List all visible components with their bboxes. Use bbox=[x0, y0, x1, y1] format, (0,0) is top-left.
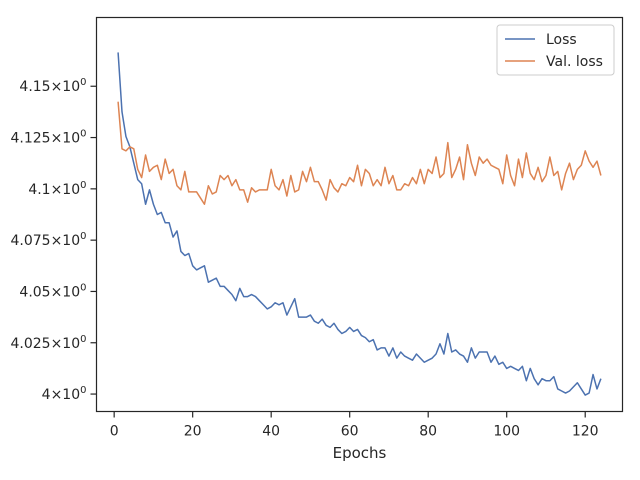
x-tick-label: 40 bbox=[262, 424, 280, 440]
y-tick-label: 4.125×100 bbox=[11, 129, 87, 147]
plot-frame bbox=[95, 16, 624, 413]
x-tick-label: 0 bbox=[110, 424, 119, 440]
legend-label-loss: Loss bbox=[546, 32, 577, 48]
legend: Loss Val. loss bbox=[496, 24, 615, 76]
x-tick-label: 120 bbox=[572, 424, 599, 440]
y-tick-label: 4.05×100 bbox=[19, 282, 86, 300]
series-line-val-loss bbox=[117, 101, 602, 205]
legend-label-val-loss: Val. loss bbox=[546, 54, 603, 70]
plot-marks bbox=[117, 52, 602, 396]
y-tick-label: 4.1×100 bbox=[28, 180, 86, 198]
y-axis: 4×100 4.025×100 4.05×100 4.075×100 4.1×100 4.… bbox=[11, 77, 97, 403]
y-tick-label: 4.15×100 bbox=[19, 77, 86, 95]
series-line-loss bbox=[117, 52, 602, 396]
x-tick-label: 20 bbox=[184, 424, 202, 440]
y-tick-label: 4.025×100 bbox=[11, 334, 87, 352]
x-axis-title: Epochs bbox=[333, 444, 387, 462]
y-tick-label: 4×100 bbox=[42, 385, 87, 403]
x-axis: 0 20 40 60 80 100 120 bbox=[110, 411, 599, 440]
x-tick-label: 60 bbox=[341, 424, 359, 440]
y-tick-label: 4.075×100 bbox=[11, 231, 87, 249]
x-tick-label: 100 bbox=[493, 424, 520, 440]
x-tick-label: 80 bbox=[419, 424, 437, 440]
legend-box bbox=[496, 24, 615, 76]
